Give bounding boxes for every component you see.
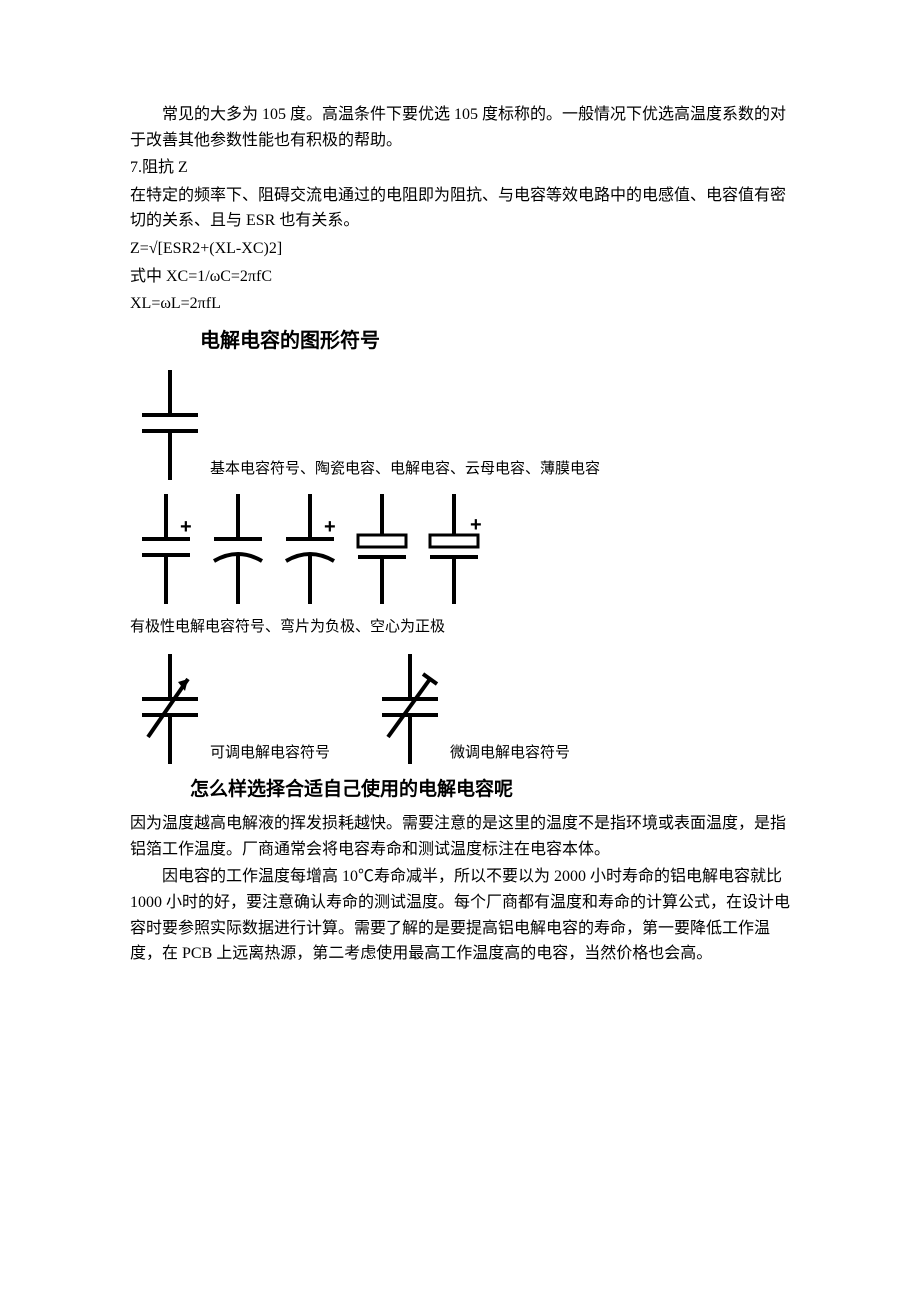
paragraph-8: 因电容的工作温度每增高 10℃寿命减半，所以不要以为 2000 小时寿命的铝电解… [130,864,790,966]
formula-xc: 式中 XC=1/ωC=2πfC [130,264,790,290]
heading-selection: 怎么样选择合适自己使用的电解电容呢 [190,775,790,805]
figure-variable-capacitors: 可调电解电容符号 微调电解电容符号 [130,649,790,769]
paragraph-3: 在特定的频率下、阻碍交流电通过的电阻即为阻抗、与电容等效电路中的电感值、电容值有… [130,183,790,234]
svg-text:+: + [324,516,336,538]
basic-capacitor-icon [130,365,210,485]
paragraph-1: 常见的大多为 105 度。高温条件下要优选 105 度标称的。一般情况下优选高温… [130,102,790,153]
caption-basic: 基本电容符号、陶瓷电容、电解电容、云母电容、薄膜电容 [210,457,600,485]
paragraph-2: 7.阻抗 Z [130,155,790,181]
caption-polarized: 有极性电解电容符号、弯片为负极、空心为正极 [130,615,790,639]
formula-xl: XL=ωL=2πfL [130,291,790,317]
paragraph-7: 因为温度越高电解液的挥发损耗越快。需要注意的是这里的温度不是指环境或表面温度，是… [130,811,790,862]
svg-text:+: + [180,516,192,538]
figure-polarized-capacitors: + + + [130,489,790,609]
caption-trimmer: 微调电解电容符号 [450,741,570,769]
trimmer-capacitor-icon [370,649,450,769]
svg-text:+: + [470,514,482,536]
formula-z: Z=√[ESR2+(XL-XC)2] [130,236,790,262]
heading-symbols: 电解电容的图形符号 [200,325,790,357]
variable-capacitor-icon [130,649,210,769]
figure-basic-capacitor: 基本电容符号、陶瓷电容、电解电容、云母电容、薄膜电容 [130,365,790,485]
caption-variable: 可调电解电容符号 [210,741,330,769]
polarized-capacitor-icons: + + + [130,489,490,609]
